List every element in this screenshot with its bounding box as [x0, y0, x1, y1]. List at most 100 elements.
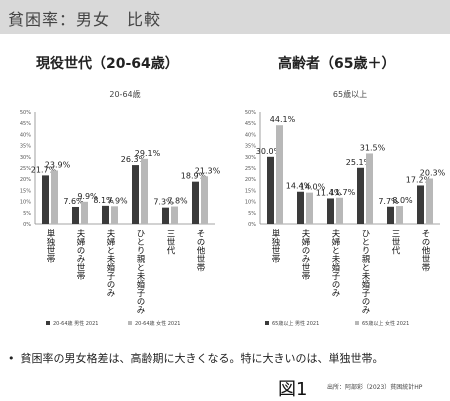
bar-female	[306, 192, 313, 224]
category-label: 三世代	[165, 229, 175, 255]
bar-female	[111, 206, 118, 224]
bar-female	[201, 176, 208, 224]
y-tick-label: 10%	[245, 200, 256, 206]
data-label: 8.0%	[392, 196, 413, 205]
y-tick-label: 5%	[23, 211, 31, 217]
data-label: 8.1%	[93, 196, 114, 205]
data-label: 14.4%	[286, 182, 312, 191]
bar-male	[267, 156, 274, 224]
y-tick-label: 15%	[20, 188, 31, 194]
bar-female	[396, 206, 403, 224]
data-label: 7.7%	[378, 197, 399, 206]
bar-female	[366, 153, 373, 224]
legend-swatch	[46, 321, 50, 325]
data-label: 20.3%	[420, 169, 446, 178]
elderly-subtitle: 高齢者（65歳＋）	[278, 56, 396, 72]
data-label: 26.3%	[121, 155, 147, 164]
y-tick-label: 40%	[20, 132, 31, 138]
bar-female	[336, 197, 343, 224]
source-note: 出所：阿部彩（2023）貧困統計HP	[327, 384, 423, 391]
legend-label: 20-64歳 女性 2021	[135, 320, 180, 327]
data-label: 11.4%	[316, 188, 342, 197]
data-label: 7.8%	[167, 197, 188, 206]
bar-male	[357, 167, 364, 224]
bar-male	[327, 198, 334, 224]
y-tick-label: 35%	[20, 144, 31, 150]
bar-female	[276, 125, 283, 224]
chart-title: 65歳以上	[333, 89, 367, 99]
data-label: 9.9%	[77, 192, 98, 201]
y-tick-label: 30%	[20, 155, 31, 161]
chart-title: 20-64歳	[109, 89, 140, 99]
data-label: 7.6%	[63, 197, 84, 206]
legend-label: 65歳以上 女性 2021	[362, 320, 409, 327]
legend-swatch	[265, 321, 269, 325]
data-label: 17.2%	[406, 175, 432, 184]
y-tick-label: 0%	[23, 222, 31, 228]
y-tick-label: 5%	[248, 211, 256, 217]
bar-female	[141, 158, 148, 224]
category-label: ひとり親と未婚子のみ	[135, 229, 145, 314]
y-tick-label: 10%	[20, 200, 31, 206]
y-tick-label: 20%	[245, 177, 256, 183]
bar-male	[162, 207, 169, 224]
bar-male	[387, 206, 394, 224]
working-age-subtitle: 現役世代（20-64歳）	[36, 56, 179, 72]
y-tick-label: 15%	[245, 188, 256, 194]
category-label: その他世帯	[420, 229, 430, 272]
bar-male	[417, 185, 424, 224]
category-label: 単独世帯	[270, 228, 280, 263]
data-label: 29.1%	[135, 149, 161, 158]
bar-female	[171, 206, 178, 224]
data-label: 21.7%	[31, 165, 57, 174]
figure-label: 図1	[278, 379, 308, 400]
y-tick-label: 30%	[245, 155, 256, 161]
bar-male	[72, 206, 79, 224]
category-label: 夫婦と未婚子のみ	[105, 228, 115, 297]
bar-male	[42, 175, 49, 224]
data-label: 11.7%	[330, 188, 356, 197]
y-tick-label: 25%	[245, 166, 256, 172]
y-tick-label: 50%	[245, 110, 256, 116]
y-tick-label: 0%	[248, 222, 256, 228]
bullet-text: 貧困率の男女格差は、高齢期に大きくなる。特に大きいのは、単独世帯。	[20, 352, 384, 365]
bar-male	[132, 165, 139, 224]
category-label: 夫婦のみ世帯	[300, 228, 310, 280]
bar-male	[297, 191, 304, 224]
y-tick-label: 25%	[20, 166, 31, 172]
y-tick-label: 35%	[245, 144, 256, 150]
data-label: 7.9%	[107, 196, 128, 205]
data-label: 30.0%	[256, 147, 282, 156]
data-label: 23.9%	[45, 160, 71, 169]
slide-title: 貧困率：男女 比較	[8, 10, 162, 29]
bar-female	[426, 178, 433, 224]
category-label: 夫婦と未婚子のみ	[330, 228, 340, 297]
elderly-poverty-chart: 65歳以上 0% 5% 10% 15% 20% 25% 30% 35% 40% 45% 50% 30.0…	[245, 89, 446, 327]
data-label: 44.1%	[270, 115, 296, 124]
working-age-poverty-chart: 20-64歳 0% 5% 10% 15% 20% 25% 30% 35% 40% 45% 50% 21.…	[20, 89, 221, 327]
y-tick-label: 20%	[20, 177, 31, 183]
bar-male	[192, 181, 199, 224]
y-tick-label: 40%	[245, 132, 256, 138]
category-label: 三世代	[390, 229, 400, 255]
y-tick-label: 45%	[245, 121, 256, 127]
data-label: 14.0%	[300, 183, 326, 192]
data-label: 25.1%	[346, 158, 372, 167]
slide-header: 貧困率：男女 比較	[0, 0, 450, 34]
legend-label: 20-64歳 男性 2021	[53, 320, 98, 327]
bar-male	[102, 205, 109, 224]
bar-female	[81, 201, 88, 224]
category-label: その他世帯	[195, 229, 205, 272]
category-label: 単独世帯	[45, 228, 55, 263]
data-label: 18.9%	[181, 172, 207, 181]
category-label: ひとり親と未婚子のみ	[360, 229, 370, 314]
legend-label: 65歳以上 男性 2021	[272, 320, 319, 327]
legend-swatch	[355, 321, 359, 325]
y-tick-label: 50%	[20, 110, 31, 116]
data-label: 21.3%	[195, 166, 221, 175]
y-tick-label: 45%	[20, 121, 31, 127]
bullet-dot: •	[8, 352, 15, 365]
legend-swatch	[128, 321, 132, 325]
category-label: 夫婦のみ世帯	[75, 228, 85, 280]
data-label: 7.3%	[153, 198, 174, 207]
